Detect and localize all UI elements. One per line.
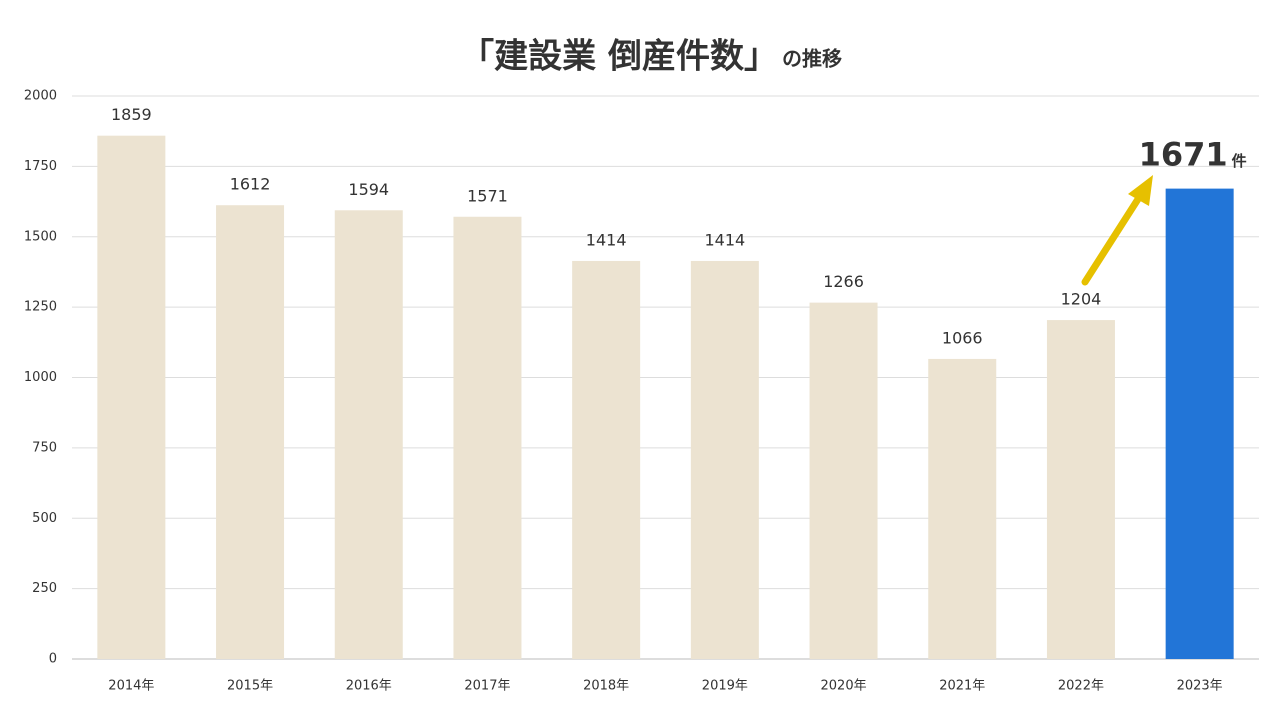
highlight-arrow: [1081, 175, 1153, 286]
value-label: 1414: [704, 230, 745, 249]
y-tick-label: 1000: [24, 370, 57, 385]
value-label: 1594: [348, 180, 389, 199]
x-tick-label: 2023年: [1177, 679, 1223, 694]
bar: [690, 260, 759, 659]
value-label: 1066: [942, 328, 983, 347]
y-tick-label: 750: [32, 440, 57, 455]
value-label: 1204: [1061, 290, 1102, 309]
y-tick-label: 1250: [24, 300, 57, 315]
value-label: 1859: [111, 105, 152, 124]
value-label: 1612: [230, 175, 271, 194]
x-tick-label: 2016年: [346, 679, 392, 694]
x-tick-label: 2015年: [227, 679, 273, 694]
bar: [216, 205, 285, 660]
y-tick-label: 0: [49, 652, 57, 667]
y-tick-label: 250: [32, 581, 57, 596]
x-tick-label: 2020年: [821, 679, 867, 694]
y-tick-label: 1750: [24, 159, 57, 174]
value-label: 1266: [823, 272, 864, 291]
x-tick-label: 2014年: [108, 679, 154, 694]
bar: [1046, 320, 1115, 659]
x-tick-label: 2018年: [583, 679, 629, 694]
chart-title: 「建設業 倒産件数」: [460, 37, 778, 77]
bar: [1165, 188, 1234, 659]
bar: [334, 210, 403, 659]
x-tick-label: 2017年: [464, 679, 510, 694]
bar: [809, 302, 878, 659]
x-tick-label: 2021年: [939, 679, 985, 694]
bar: [572, 260, 641, 659]
bar: [97, 135, 166, 659]
value-unit: 件: [1232, 152, 1247, 170]
chart-subtitle: の推移: [782, 47, 842, 71]
x-tick-label: 2022年: [1058, 679, 1104, 694]
y-tick-label: 500: [32, 511, 57, 526]
value-label: 1414: [586, 230, 627, 249]
y-tick-label: 1500: [24, 229, 57, 244]
value-label: 1571: [467, 186, 508, 205]
x-tick-label: 2019年: [702, 679, 748, 694]
bar: [453, 216, 522, 660]
bar: [928, 358, 997, 659]
value-label: 1671: [1139, 136, 1228, 174]
y-tick-label: 2000: [24, 89, 57, 104]
